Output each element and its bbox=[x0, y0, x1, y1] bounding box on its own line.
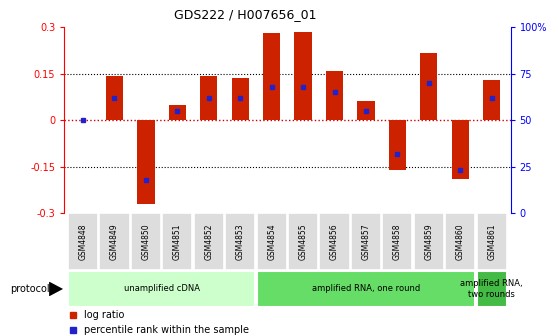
Bar bbox=[477, 271, 507, 307]
Bar bbox=[162, 213, 193, 270]
Text: GSM4860: GSM4860 bbox=[456, 223, 465, 260]
Bar bbox=[169, 104, 186, 120]
Text: GSM4848: GSM4848 bbox=[79, 224, 88, 260]
Text: GSM4849: GSM4849 bbox=[110, 223, 119, 260]
Text: protocol: protocol bbox=[10, 284, 50, 294]
Bar bbox=[420, 53, 437, 120]
Bar bbox=[389, 120, 406, 170]
Bar bbox=[225, 213, 256, 270]
Bar bbox=[68, 271, 256, 307]
Text: amplified RNA,
two rounds: amplified RNA, two rounds bbox=[460, 279, 523, 299]
Bar bbox=[263, 33, 280, 120]
Bar bbox=[257, 271, 475, 307]
Bar bbox=[351, 213, 381, 270]
Text: GSM4852: GSM4852 bbox=[204, 224, 213, 260]
Text: GSM4855: GSM4855 bbox=[299, 223, 307, 260]
Bar bbox=[99, 213, 129, 270]
Bar bbox=[106, 76, 123, 120]
Text: percentile rank within the sample: percentile rank within the sample bbox=[84, 325, 249, 335]
Text: GSM4857: GSM4857 bbox=[362, 223, 371, 260]
Text: amplified RNA, one round: amplified RNA, one round bbox=[312, 285, 420, 293]
Text: GSM4853: GSM4853 bbox=[235, 223, 245, 260]
Bar bbox=[326, 71, 343, 120]
Bar bbox=[137, 120, 155, 204]
Bar bbox=[232, 78, 249, 120]
Text: GSM4854: GSM4854 bbox=[267, 223, 276, 260]
Bar bbox=[319, 213, 350, 270]
Text: GSM4856: GSM4856 bbox=[330, 223, 339, 260]
Bar bbox=[483, 80, 501, 120]
Text: GSM4859: GSM4859 bbox=[424, 223, 434, 260]
Bar bbox=[68, 213, 98, 270]
Bar bbox=[131, 213, 161, 270]
Bar bbox=[288, 213, 318, 270]
Polygon shape bbox=[49, 282, 63, 296]
Text: GSM4850: GSM4850 bbox=[141, 223, 151, 260]
Bar bbox=[194, 213, 224, 270]
Bar bbox=[477, 213, 507, 270]
Bar bbox=[413, 213, 444, 270]
Bar bbox=[257, 213, 287, 270]
Bar bbox=[445, 213, 475, 270]
Text: unamplified cDNA: unamplified cDNA bbox=[124, 285, 200, 293]
Bar bbox=[295, 32, 312, 120]
Bar bbox=[451, 120, 469, 179]
Text: log ratio: log ratio bbox=[84, 310, 124, 321]
Text: GSM4861: GSM4861 bbox=[487, 224, 496, 260]
Text: GSM4858: GSM4858 bbox=[393, 224, 402, 260]
Text: GSM4851: GSM4851 bbox=[173, 224, 182, 260]
Text: GDS222 / H007656_01: GDS222 / H007656_01 bbox=[174, 8, 317, 22]
Bar bbox=[382, 213, 412, 270]
Bar bbox=[357, 101, 374, 120]
Bar bbox=[200, 76, 218, 120]
